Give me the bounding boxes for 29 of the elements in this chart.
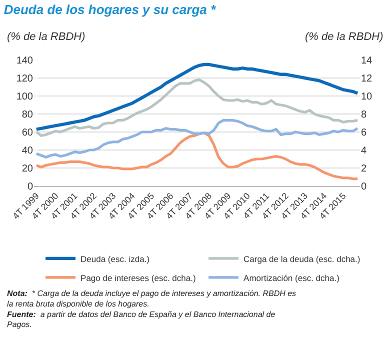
y2-tick-label: 2 <box>361 164 367 174</box>
y2-tick-label: 6 <box>361 128 367 138</box>
y2-tick-label: 4 <box>361 146 367 156</box>
y2-axis-title: (% de la RBDH) <box>305 31 384 43</box>
y2-tick-label: 12 <box>361 74 373 84</box>
chart-title: Deuda de los hogares y su carga * <box>4 2 216 18</box>
y-tick-label: 120 <box>16 74 34 84</box>
y-tick-label: 100 <box>16 92 34 102</box>
y-tick-label: 60 <box>22 128 34 138</box>
legend-label: Carga de la deuda (esc. dcha.) <box>244 254 360 264</box>
line-series <box>35 78 359 137</box>
y-tick-label: 40 <box>22 146 34 156</box>
y-tick-label: 80 <box>22 110 34 120</box>
line-series <box>35 132 359 180</box>
source-note: Fuente: a partir de datos del Banco de España y el Banco Internacional de Pagos. <box>7 310 276 330</box>
line-series <box>35 119 359 158</box>
y2-tick-label: 8 <box>361 110 367 120</box>
y-tick-label: 20 <box>22 164 34 174</box>
legend-label: Pago de intereses (esc. dcha.) <box>80 272 196 283</box>
legend-label: Amortización (esc. dcha.) <box>244 272 340 283</box>
y2-tick-label: 14 <box>361 56 373 66</box>
line-series <box>34 62 360 131</box>
y2-tick-label: 10 <box>361 92 373 102</box>
legend-label: Deuda (esc. izda.) <box>80 254 150 264</box>
text: Nota: * Carga de la deuda incluye el pago de intereses y amortización. RBDH es la renta bruta disponible de los hogares. <box>7 289 296 308</box>
y-tick-label: 140 <box>16 56 34 66</box>
y-axis-title: (% de la RBDH) <box>7 31 86 43</box>
y-tick-label: 0 <box>27 182 34 192</box>
y2-tick-label: 0 <box>361 182 367 192</box>
